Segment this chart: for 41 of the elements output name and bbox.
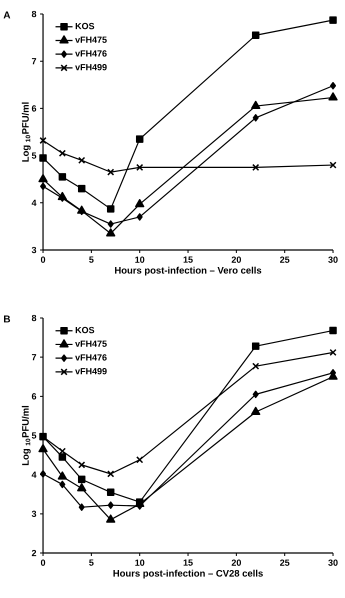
legend-label: vFH475	[75, 340, 107, 347]
y-tick-label: 4	[32, 472, 36, 478]
y-tick-label: 8	[32, 314, 36, 322]
x-tick-label: 20	[232, 256, 241, 263]
y-tick-label: 2	[32, 550, 36, 556]
y-tick-label: 6	[32, 393, 36, 400]
chart-title: B	[4, 316, 10, 322]
x-axis-title: Hours post-infection – Vero cells	[115, 266, 262, 276]
y-tick-label: 3	[32, 510, 36, 517]
legend-label: KOS	[76, 326, 94, 334]
chart-title: A	[4, 12, 10, 18]
y-tick-label: 4	[32, 200, 36, 206]
legend-label: vFH476	[75, 354, 107, 361]
y-axis-title: Log $_{10}$PFU/ml	[22, 102, 31, 162]
x-tick-label: 5	[89, 560, 94, 566]
y-tick-label: 5	[32, 432, 36, 439]
x-tick-label: 10	[135, 559, 144, 566]
x-tick-label: 30	[328, 559, 338, 566]
x-axis-title: Hours post-infection – CV28 cells	[113, 570, 263, 579]
x-tick-label: 10	[135, 256, 144, 263]
legend-label: vFH499	[75, 368, 107, 374]
legend-label: vFH476	[75, 50, 107, 57]
legend-label: KOS	[76, 22, 94, 30]
x-tick-label: 0	[40, 256, 46, 263]
x-tick-label: 15	[184, 256, 193, 263]
x-tick-label: 25	[280, 559, 290, 566]
legend-label: vFH499	[75, 64, 107, 70]
x-tick-label: 30	[328, 256, 338, 263]
y-tick-label: 5	[32, 152, 36, 159]
legend-label: vFH475	[75, 36, 107, 43]
y-axis-title: Log $_{10}$PFU/ml	[22, 406, 31, 466]
x-tick-label: 15	[184, 560, 193, 566]
x-tick-label: 0	[40, 559, 46, 566]
x-tick-label: 25	[280, 256, 290, 263]
y-tick-label: 6	[32, 105, 36, 112]
y-tick-label: 7	[32, 58, 36, 64]
x-tick-label: 5	[89, 256, 94, 263]
x-tick-label: 20	[232, 559, 241, 566]
y-tick-label: 3	[32, 246, 36, 254]
y-tick-label: 7	[32, 354, 36, 360]
y-tick-label: 8	[32, 10, 36, 18]
